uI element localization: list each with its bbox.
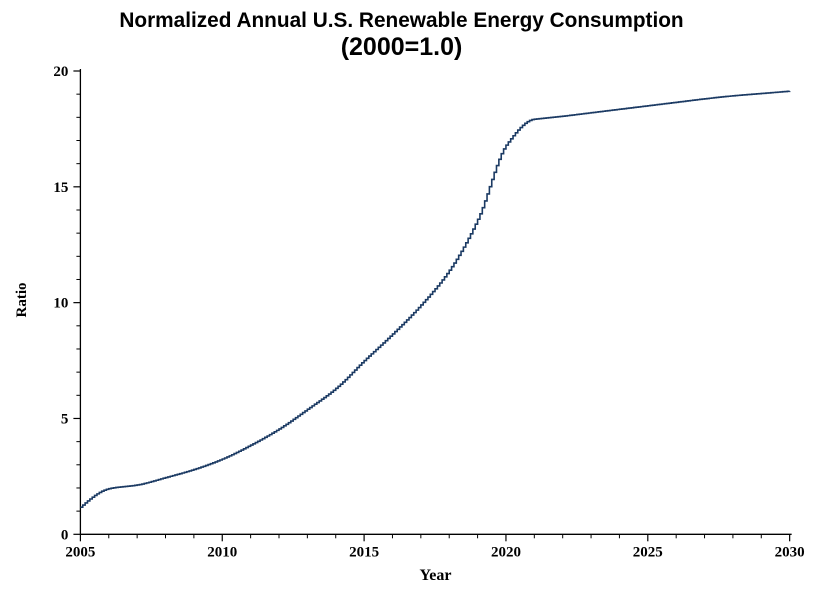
svg-text:2025: 2025 — [633, 544, 663, 560]
svg-text:20: 20 — [53, 64, 68, 80]
svg-text:10: 10 — [53, 296, 68, 312]
svg-text:0: 0 — [61, 527, 69, 543]
svg-text:5: 5 — [61, 411, 69, 427]
svg-text:15: 15 — [53, 180, 68, 196]
svg-text:2010: 2010 — [207, 544, 237, 560]
svg-text:2015: 2015 — [349, 544, 379, 560]
svg-text:2005: 2005 — [65, 544, 95, 560]
svg-text:2020: 2020 — [491, 544, 521, 560]
svg-text:2030: 2030 — [775, 544, 805, 560]
